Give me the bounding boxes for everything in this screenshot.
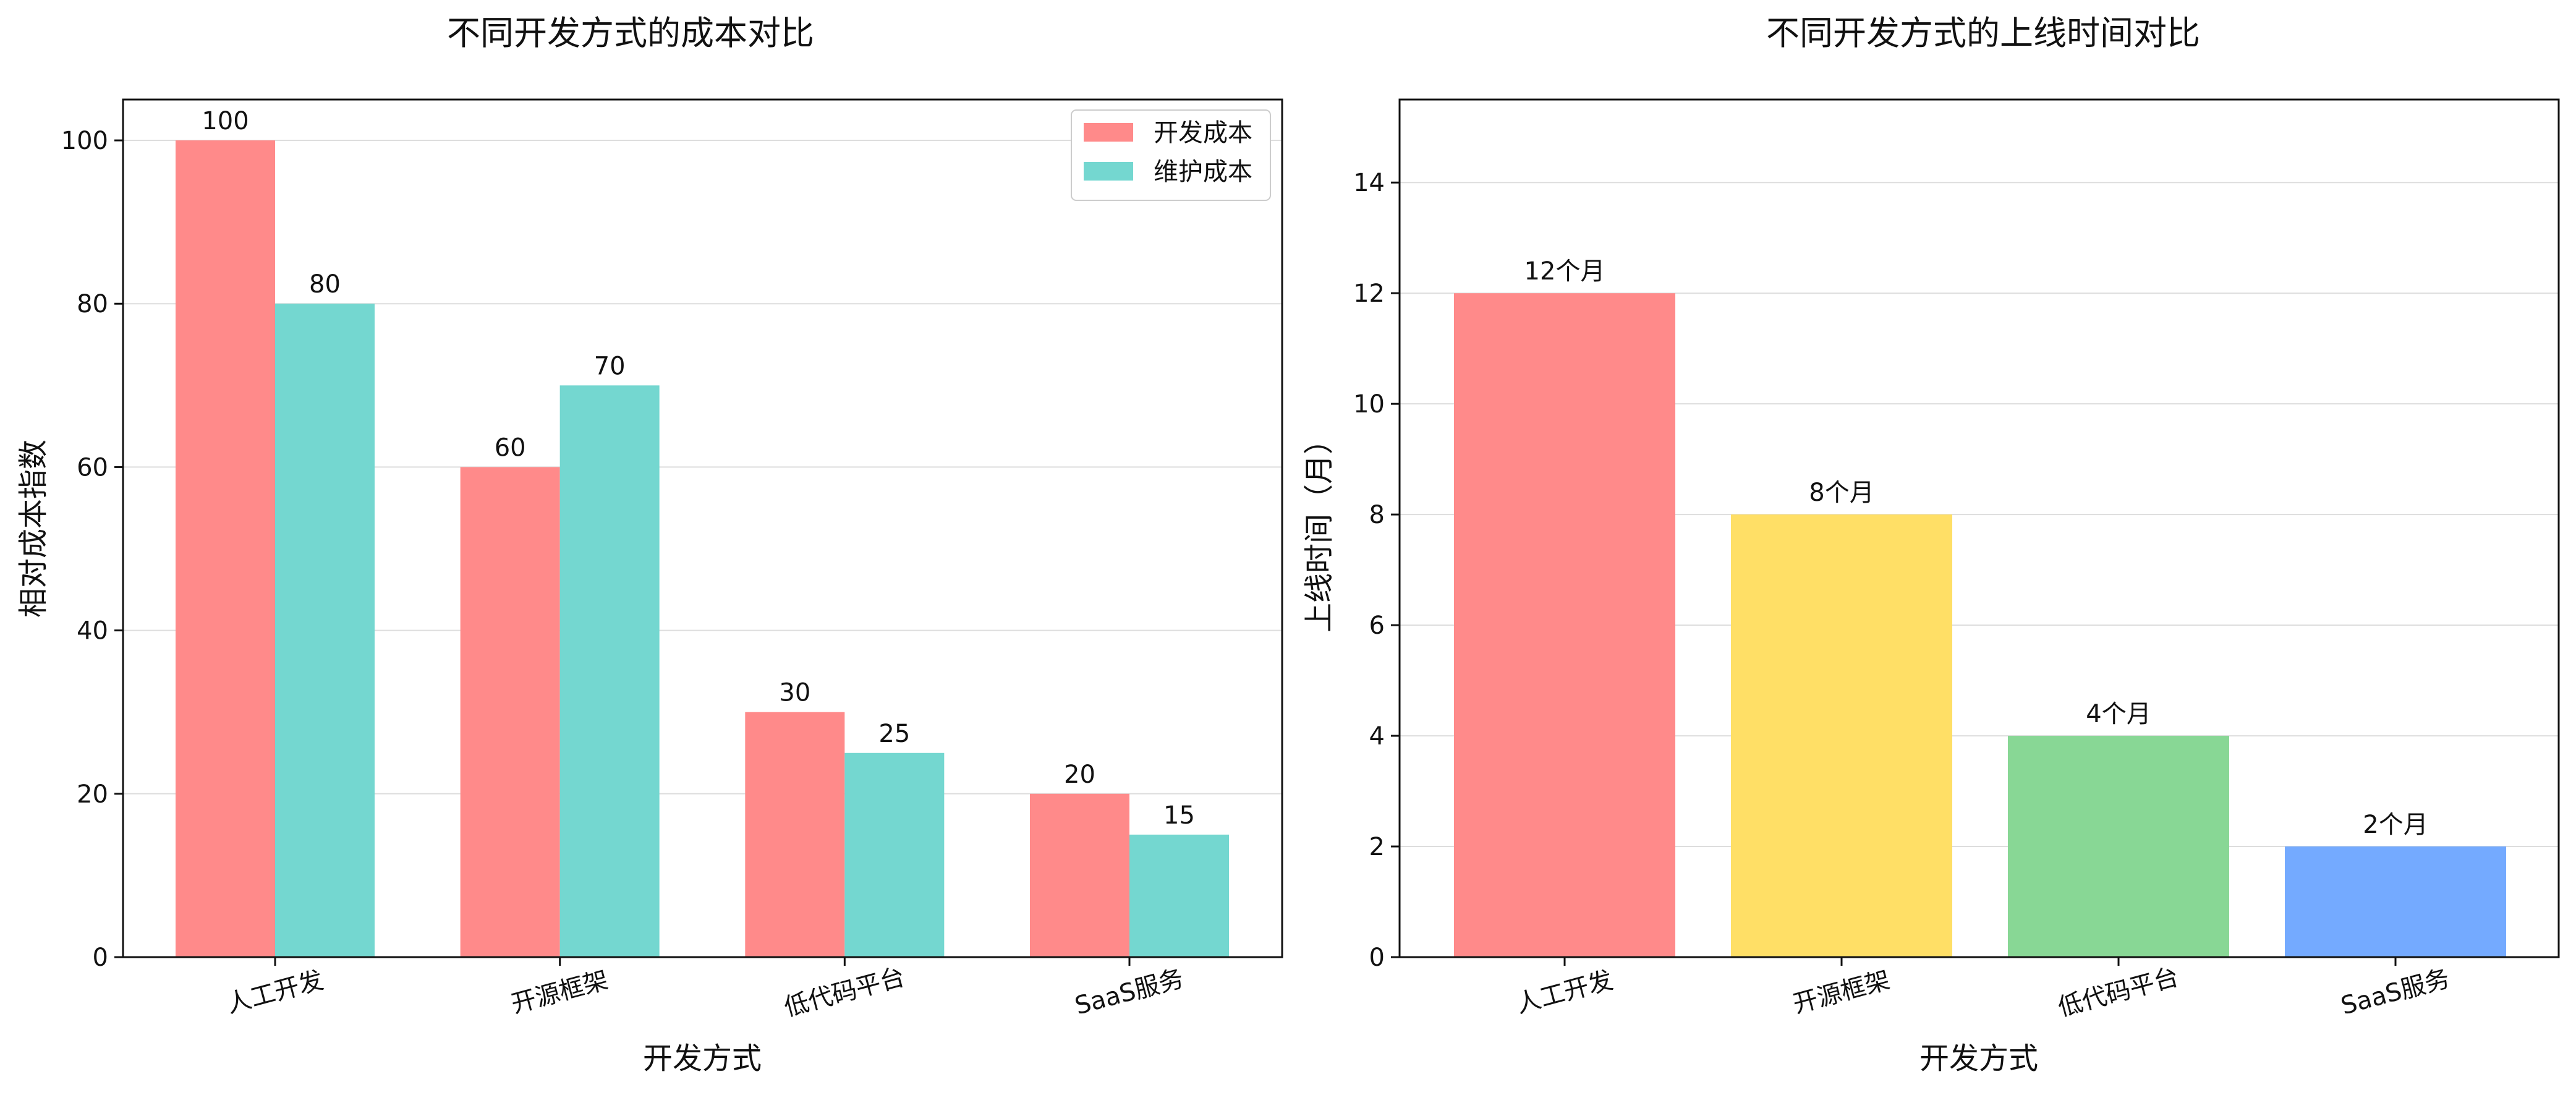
- cost-bar-series-2-cat-2: [559, 385, 660, 957]
- time-data-label-cat-3: 4个月: [2086, 700, 2151, 728]
- time-chart-plot-frame: [1398, 98, 2560, 958]
- time-chart-bars: [1454, 293, 2506, 957]
- cost-chart-x-tick-label-cat-1: 人工开发: [224, 966, 326, 1019]
- cost-chart-x-tick-label-cat-4: SaaS服务: [1072, 965, 1187, 1021]
- time-chart-y-tick-label: 4: [1369, 722, 1385, 751]
- cost-data-label-series-2-cat-3: 25: [878, 720, 910, 748]
- cost-bar-series-2-cat-4: [1129, 834, 1229, 957]
- time-chart-x-axis-label: 开发方式: [1919, 1041, 2038, 1076]
- cost-bar-series-1-cat-1: [176, 140, 275, 958]
- time-bar-cat-1: [1454, 293, 1675, 957]
- time-chart-y-axis: 0 2 4 6 8 10 12 14: [1353, 169, 1400, 972]
- time-data-label-cat-4: 2个月: [2363, 811, 2428, 839]
- cost-chart-title: 不同开发方式的成本对比: [447, 14, 814, 53]
- time-chart-x-tick-label-cat-4: SaaS服务: [2338, 965, 2453, 1021]
- cost-chart-x-axis: 人工开发 开源框架 低代码平台 SaaS服务: [224, 957, 1187, 1022]
- time-chart-x-tick-label-cat-2: 开源框架: [1790, 966, 1893, 1019]
- cost-chart-x-axis-label: 开发方式: [643, 1041, 762, 1076]
- cost-chart-y-axis: 0 20 40 60 80 100: [61, 127, 123, 972]
- cost-chart-y-tick-label: 0: [93, 944, 108, 972]
- cost-data-label-series-2-cat-4: 15: [1163, 801, 1195, 830]
- cost-chart-x-tick-label-cat-2: 开源框架: [508, 966, 611, 1019]
- cost-data-label-series-2-cat-2: 70: [594, 352, 626, 380]
- cost-chart-y-tick-label: 40: [77, 617, 108, 645]
- time-chart-data-labels: 12个月 8个月 4个月 2个月: [1524, 257, 2428, 839]
- time-chart-y-tick-label: 8: [1369, 501, 1385, 529]
- time-chart-x-tick-label-cat-1: 人工开发: [1513, 966, 1616, 1019]
- cost-chart-data-labels: 100 60 30 20 80 70 25 15: [202, 107, 1195, 830]
- cost-chart-y-tick-label: 80: [77, 290, 108, 318]
- time-bar-cat-4: [2285, 846, 2506, 957]
- time-chart-y-tick-label: 0: [1369, 944, 1385, 972]
- time-bar-cat-3: [2008, 736, 2229, 957]
- time-data-label-cat-2: 8个月: [1809, 479, 1874, 507]
- legend-swatch-maint-cost: [1084, 162, 1133, 181]
- cost-chart-y-tick-label: 60: [77, 453, 108, 482]
- cost-bar-series-1-cat-3: [745, 712, 845, 957]
- cost-bar-series-1-cat-2: [460, 467, 560, 957]
- time-chart-y-axis-label: 上线时间（月）: [1302, 425, 1337, 633]
- cost-data-label-series-1-cat-3: 30: [779, 679, 810, 707]
- cost-chart-plot-frame: [122, 98, 1283, 958]
- cost-chart-legend: 开发成本 维护成本: [1071, 109, 1271, 201]
- time-chart-title: 不同开发方式的上线时间对比: [1766, 14, 2200, 53]
- time-data-label-cat-1: 12个月: [1524, 257, 1605, 286]
- legend-label-maint-cost: 维护成本: [1154, 158, 1252, 186]
- cost-chart-y-tick-label: 20: [77, 780, 108, 809]
- time-chart-x-tick-label-cat-3: 低代码平台: [2055, 963, 2182, 1022]
- cost-data-label-series-1-cat-4: 20: [1064, 761, 1095, 789]
- time-chart-y-tick-label: 10: [1353, 390, 1385, 419]
- cost-data-label-series-2-cat-1: 80: [309, 270, 341, 299]
- time-chart-y-tick-label: 14: [1353, 169, 1385, 197]
- cost-chart-y-axis-label: 相对成本指数: [16, 440, 51, 618]
- cost-bar-series-2-cat-3: [844, 752, 945, 957]
- time-chart-y-tick-label: 6: [1369, 611, 1385, 640]
- cost-data-label-series-1-cat-1: 100: [202, 107, 249, 135]
- time-bar-cat-2: [1731, 514, 1952, 957]
- time-chart-y-tick-label: 2: [1369, 833, 1385, 861]
- cost-chart-bars: [176, 140, 1229, 958]
- legend-label-dev-cost: 开发成本: [1154, 119, 1252, 147]
- cost-data-label-series-1-cat-2: 60: [495, 433, 526, 462]
- time-chart-y-tick-label: 12: [1353, 279, 1385, 308]
- cost-bar-series-1-cat-4: [1030, 793, 1129, 957]
- legend-swatch-dev-cost: [1084, 123, 1133, 142]
- cost-bar-series-2-cat-1: [275, 304, 375, 958]
- cost-chart-x-tick-label-cat-3: 低代码平台: [781, 963, 908, 1022]
- time-chart-x-axis: 人工开发 开源框架 低代码平台 SaaS服务: [1513, 957, 2453, 1022]
- cost-chart-y-tick-label: 100: [61, 127, 108, 155]
